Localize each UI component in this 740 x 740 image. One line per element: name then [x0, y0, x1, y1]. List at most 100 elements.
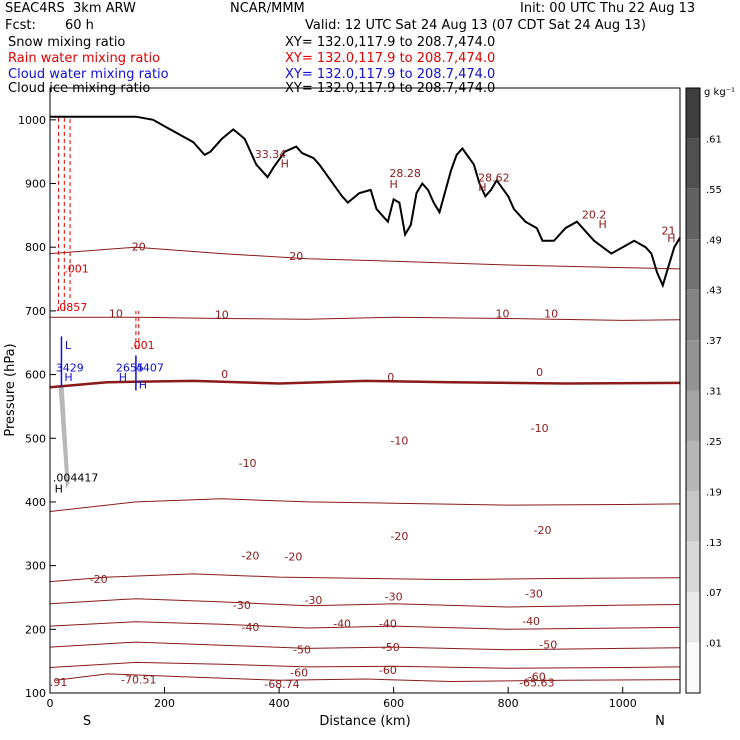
axes-layer: 0 200 400 600 800 100010020030040050060070080…: [18, 114, 637, 710]
y-axis-label: Pressure (hPa): [3, 343, 18, 436]
contour-label-32: 10: [544, 307, 558, 320]
temperature-contours: [49, 246, 681, 683]
field-rain-xy: XY= 132.0,117.9 to 208.7,474.0: [285, 51, 496, 66]
hydrometeor-label-0: .004417: [53, 472, 98, 485]
field-cloud-water-xy: XY= 132.0,117.9 to 208.7,474.0: [285, 67, 496, 82]
contour-label-16: -30: [385, 591, 403, 604]
contour-label-9: -50: [539, 638, 557, 651]
x-end-label-north: N: [655, 714, 665, 729]
hydrometeor-label-8: 2655: [116, 361, 144, 374]
contour-label-29: 10: [109, 307, 123, 320]
x-tick-label-2: 400: [269, 697, 290, 710]
colorbar-label-1: .55: [706, 185, 722, 196]
colorbar-label-10: .01: [706, 639, 722, 650]
y-tick-label-2: 300: [25, 560, 46, 573]
hydrometeor-label-10: H: [139, 379, 147, 392]
valid-time: Valid: 12 UTC Sat 24 Aug 13 (07 CDT Sat …: [305, 18, 646, 33]
contour-line-2: [49, 641, 681, 651]
high-marker-2: H: [281, 158, 289, 171]
colorbar-cell-3: [686, 239, 700, 290]
contour-label-13: -40: [522, 615, 540, 628]
contour-label-34: 20: [289, 250, 303, 263]
colorbar-cell-5: [686, 340, 700, 391]
contour-label-28: 0: [536, 366, 543, 379]
contour-label-3: -65.63: [519, 677, 554, 690]
model-title: SEAC4RS 3km ARW: [5, 1, 136, 16]
contour-label-1: -70.51: [121, 673, 156, 686]
y-tick-label-9: 1000: [18, 114, 46, 127]
contour-line-7: [49, 379, 681, 389]
contour-label-20: -20: [284, 551, 302, 564]
colorbar-cell-6: [686, 390, 700, 441]
contour-line-1: [49, 661, 681, 669]
colorbar-cell-7: [686, 440, 700, 492]
contour-label-22: -20: [534, 524, 552, 537]
contour-line-4: [49, 598, 681, 608]
hydrometeor-label-3: H: [64, 371, 72, 384]
contour-label-15: -30: [304, 594, 322, 607]
hydrometeor-label-5: .001: [64, 263, 89, 276]
contour-label-2: -68.74: [264, 678, 299, 691]
contour-label-35: 28.28: [389, 167, 421, 180]
hydrometeor-label-2: 3429: [56, 361, 84, 374]
terrain-surface-line: [50, 115, 681, 289]
contour-label-6: -60: [528, 670, 546, 683]
terrain-layer: [50, 115, 681, 289]
colorbar-cell-4: [686, 289, 700, 341]
x-tick-label-5: 1000: [609, 697, 637, 710]
contour-label-19: -20: [241, 549, 259, 562]
high-marker-1: H: [478, 181, 486, 194]
contour-label-39: 21: [662, 224, 676, 237]
contour-line-0: [55, 673, 681, 683]
colorbar-cell-11: [686, 642, 700, 693]
high-marker-4: H: [667, 232, 675, 245]
contour-line-3: [49, 621, 681, 630]
y-tick-label-3: 400: [25, 496, 46, 509]
x-tick-label-0: 0: [47, 697, 54, 710]
contour-line-8: [50, 316, 681, 321]
contour-label-36: 28.62: [478, 172, 510, 185]
field-cloud-water-label: Cloud water mixing ratio: [8, 67, 169, 82]
y-tick-label-7: 800: [25, 241, 46, 254]
contour-label-4: -60: [290, 666, 308, 679]
contour-label-17: -30: [525, 587, 543, 600]
contour-label-11: -40: [333, 617, 351, 630]
hydrometeor-contours: [58, 116, 140, 391]
cloud-shading-layer: [58, 387, 70, 490]
colorbar-label-7: .19: [706, 487, 722, 498]
contour-label-38: 20.2: [582, 209, 607, 222]
hydrometeor-label-11: .001: [130, 339, 155, 352]
contour-label-18: -20: [90, 573, 108, 586]
x-tick-label-4: 800: [498, 697, 519, 710]
high-marker-0: H: [389, 178, 397, 191]
contour-label-8: -50: [382, 641, 400, 654]
colorbar-frame: [685, 87, 701, 694]
hydrometeor-label-9: 4407: [136, 361, 164, 374]
y-tick-label-5: 600: [25, 369, 46, 382]
contour-label-0: .91: [50, 676, 68, 689]
hydrometeor-label-1: H: [55, 482, 63, 495]
field-rain-label: Rain water mixing ratio: [8, 51, 161, 66]
contour-label-31: 10: [495, 307, 509, 320]
contour-label-23: -10: [239, 457, 257, 470]
fcst-value: 60 h: [65, 18, 94, 33]
contour-label-10: -40: [241, 621, 259, 634]
colorbar-unit: g kg⁻¹: [704, 87, 735, 98]
contour-label-7: -50: [293, 644, 311, 657]
x-tick-label-3: 600: [383, 697, 404, 710]
colorbar-label-0: .61: [706, 134, 722, 145]
contour-labels: .91 -70.51 -68.74 -65.63-60 -60 -60-50 -50 -50-…: [50, 148, 676, 691]
contour-line-9: [49, 246, 681, 270]
fcst-label: Fcst:: [5, 18, 36, 33]
contour-label-5: -60: [379, 664, 397, 677]
y-tick-label-1: 200: [25, 623, 46, 636]
contour-label-25: -10: [531, 422, 549, 435]
colorbar-label-9: .07: [706, 588, 722, 599]
colorbar-cell-1: [686, 138, 700, 189]
colorbar-label-5: .31: [706, 387, 722, 398]
field-snow-xy: XY= 132.0,117.9 to 208.7,474.0: [285, 35, 496, 50]
contour-label-33: 20: [132, 240, 146, 253]
colorbar-cell-8: [686, 491, 700, 542]
y-tick-label-6: 700: [25, 305, 46, 318]
contour-label-21: -20: [390, 530, 408, 543]
